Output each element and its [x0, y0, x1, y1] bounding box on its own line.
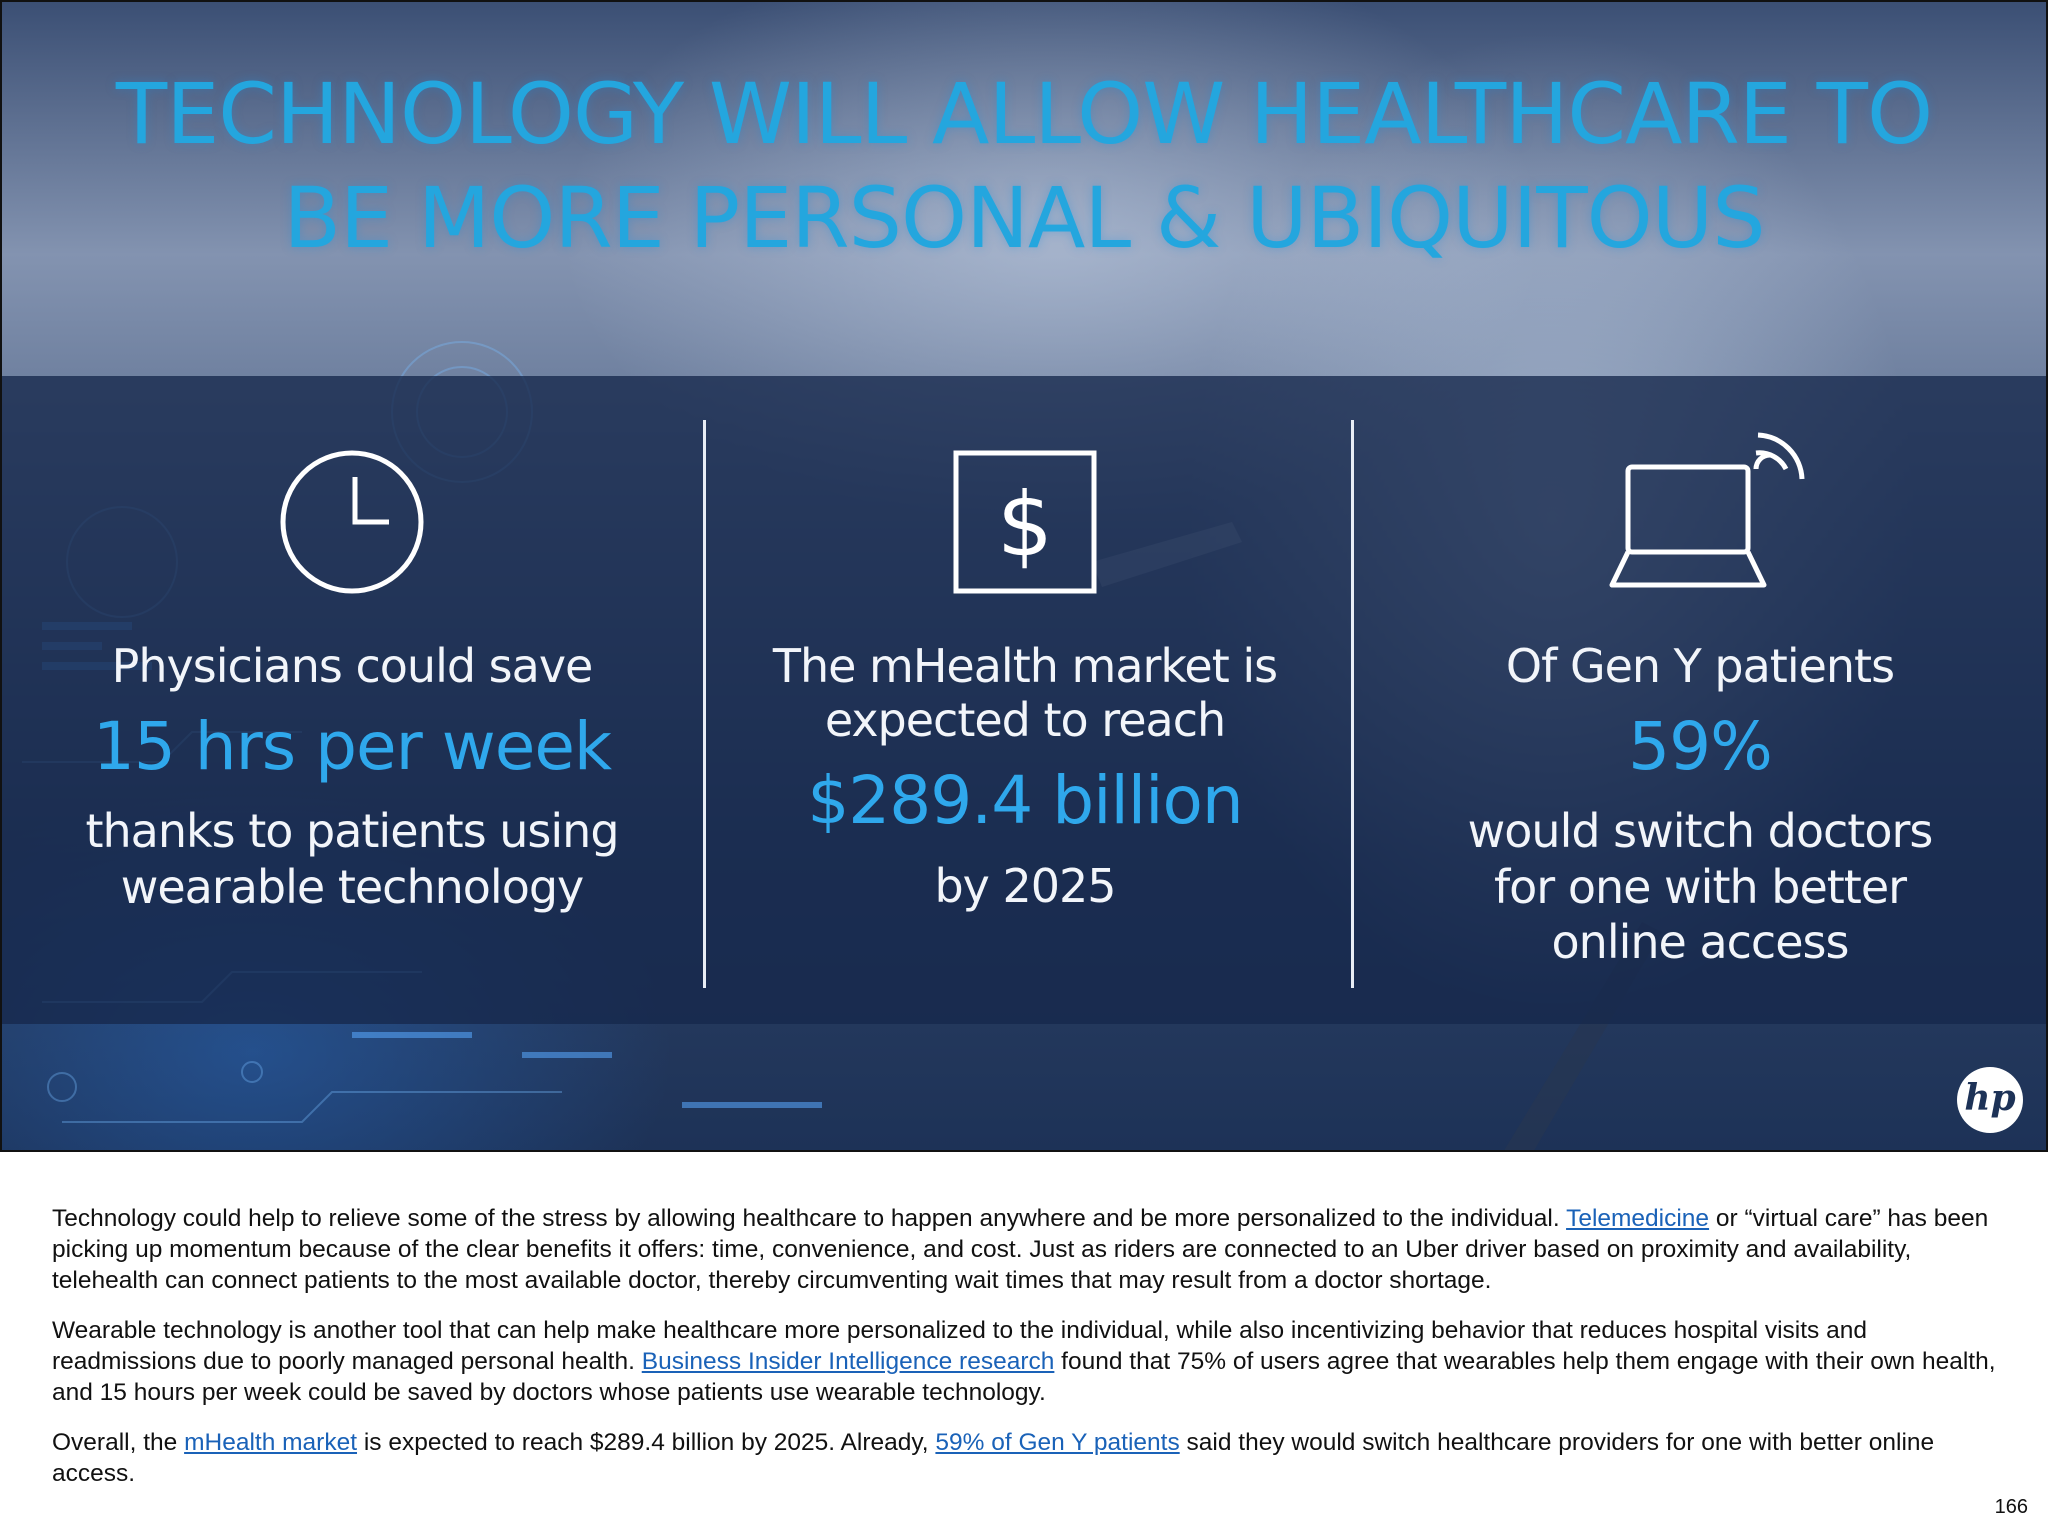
- stat-divider: [703, 420, 706, 988]
- stat-text: expected to reach: [824, 693, 1226, 747]
- text: found that 75% of users agree that weara…: [52, 1348, 1996, 1406]
- business-insider-link[interactable]: Business Insider Intelligence research: [641, 1348, 1055, 1375]
- headline-line-1: TECHNOLOGY WILL ALLOW HEALTHCARE TO: [115, 65, 1933, 163]
- paragraph: Technology could help to relieve some of…: [52, 1203, 2002, 1296]
- stat-highlight: 15 hrs per week: [92, 708, 612, 785]
- stat-text: The mHealth market is: [772, 639, 1278, 693]
- text: Wearable technology is another tool that…: [52, 1317, 1867, 1375]
- page-number: 166: [1994, 1496, 2028, 1518]
- telemedicine-link[interactable]: Telemedicine: [1566, 1205, 1710, 1232]
- headline-line-2: BE MORE PERSONAL & UBIQUITOUS: [283, 169, 1765, 267]
- headline: TECHNOLOGY WILL ALLOW HEALTHCARE TO BE M…: [2, 62, 2046, 270]
- text: Overall, the: [52, 1429, 185, 1456]
- stat-highlight: 59%: [1628, 708, 1773, 785]
- gen-y-patients-link[interactable]: 59% of Gen Y patients: [935, 1429, 1180, 1456]
- text: or “virtual care” has been picking up mo…: [52, 1205, 1989, 1294]
- text: Technology could help to relieve some of…: [52, 1205, 1567, 1232]
- stat-highlight: $289.4 billion: [807, 762, 1243, 839]
- stat-text: Physicians could save: [111, 639, 594, 693]
- text: is expected to reach $289.4 billion by 2…: [357, 1429, 936, 1456]
- stat-text: online access: [1551, 915, 1850, 969]
- text: said they would switch healthcare provid…: [52, 1429, 1935, 1487]
- stat-text: would switch doctors: [1467, 804, 1934, 858]
- stats-band: [2, 376, 2046, 1024]
- stat-text: for one with better: [1493, 860, 1907, 914]
- stat-text: thanks to patients using: [85, 804, 619, 858]
- stat-text: Of Gen Y patients: [1505, 639, 1895, 693]
- laptop-wifi-icon: [1609, 432, 1805, 588]
- paragraph: Overall, the mHealth market is expected …: [52, 1427, 2002, 1489]
- stat-text: by 2025: [934, 859, 1116, 913]
- stat-divider: [1351, 420, 1354, 988]
- article-body: Technology could help to relieve some of…: [52, 1203, 2002, 1508]
- paragraph: Wearable technology is another tool that…: [52, 1315, 2002, 1408]
- mhealth-market-link[interactable]: mHealth market: [184, 1429, 358, 1456]
- svg-text:$: $: [997, 473, 1053, 576]
- hp-logo-text: hp: [1964, 1077, 2016, 1119]
- hero-banner: TECHNOLOGY WILL ALLOW HEALTHCARE TO BE M…: [0, 0, 2048, 1152]
- stat-text: wearable technology: [120, 860, 585, 914]
- hp-logo: hp: [1957, 1067, 2023, 1133]
- dollar-icon: $: [953, 450, 1097, 594]
- clock-icon: [280, 450, 424, 594]
